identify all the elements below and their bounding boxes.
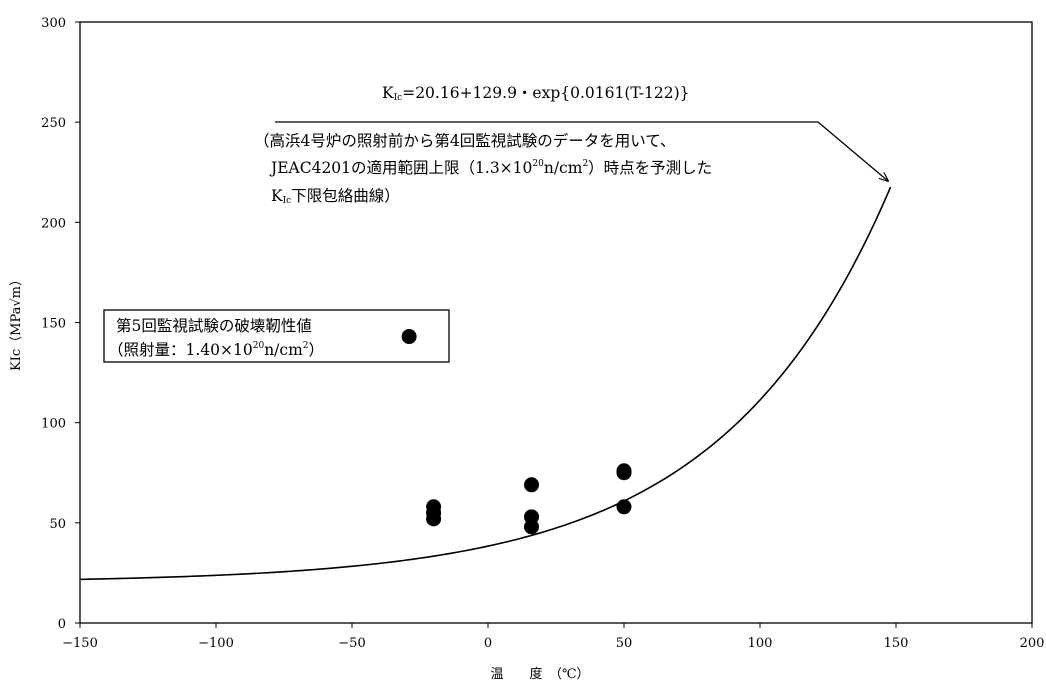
x-tick-label: −50 [338,636,365,651]
annotation-leader-line [275,121,888,181]
y-tick-label: 200 [41,216,66,231]
data-point [426,511,442,527]
tick-labels: −150 −100 −50 0 50 100 150 200 0 50 100 150 200 250 30… [41,16,1044,651]
data-point [616,465,632,481]
y-axis-title: KIc（MPa√m） [9,273,24,371]
data-point [616,499,632,515]
lower-bound-curve [79,186,892,581]
x-tick-label: 0 [484,636,492,651]
x-tick-label: 50 [616,636,633,651]
y-tick-label: 50 [49,517,66,532]
data-point [524,477,540,493]
x-axis-title: 温 度 （℃） [490,666,589,682]
note-line-2: JEAC4201の適用範囲上限（1.3×1020n/cm2）時点を予測した [269,159,712,177]
note-line-3: KIc下限包絡曲線） [271,187,400,206]
note-line-1: （高浜4号炉の照射前から第4回監視試験のデータを用いて、 [254,131,676,150]
x-tick-label: −100 [198,636,234,651]
x-tick-label: −150 [62,636,98,651]
x-tick-label: 100 [748,636,773,651]
points-layer [401,329,632,535]
legend-box [103,309,450,363]
y-tick-label: 100 [41,417,66,432]
y-tick-label: 150 [41,317,66,332]
equation-label: KIc=20.16+129.9・exp{0.0161(T-122)} [382,84,689,103]
legend-line-2: （照射量：1.40×1020n/cm2） [108,341,324,359]
y-tick-label: 0 [58,617,66,632]
data-point [524,519,540,535]
y-tick-label: 300 [41,16,66,31]
legend-line-1: 第5回監視試験の破壊靭性値 [116,317,312,335]
axes [75,21,1033,628]
curve-layer [79,186,892,581]
y-tick-label: 250 [41,116,66,131]
x-tick-label: 200 [1020,636,1045,651]
x-tick-label: 150 [884,636,909,651]
data-point [401,329,417,345]
